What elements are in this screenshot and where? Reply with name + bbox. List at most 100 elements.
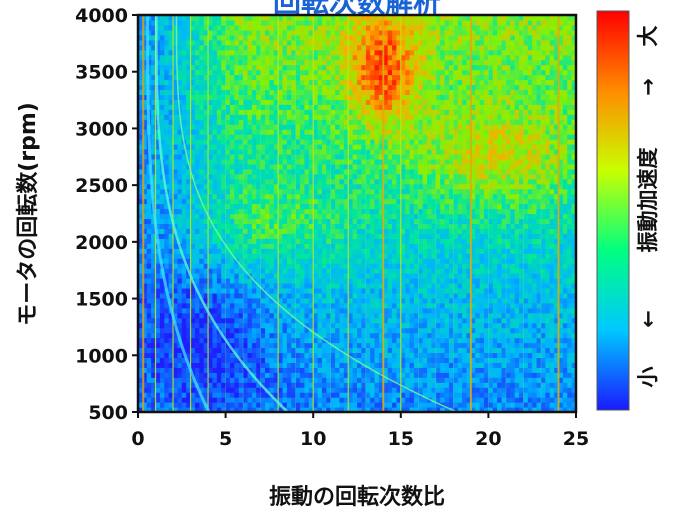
heatmap-cell: [348, 258, 354, 264]
heatmap-cell: [387, 263, 393, 269]
heatmap-cell: [383, 44, 389, 51]
heatmap-cell: [251, 392, 257, 398]
heatmap-cell: [313, 233, 319, 239]
heatmap-cell: [164, 114, 170, 120]
heatmap-cell: [194, 163, 200, 170]
heatmap-cell: [173, 15, 179, 21]
heatmap-cell: [352, 99, 358, 105]
heatmap-cell: [247, 397, 253, 403]
heatmap-cell: [225, 322, 231, 329]
heatmap-cell: [286, 119, 292, 125]
heatmap-cell: [317, 183, 323, 190]
heatmap-cell: [190, 203, 196, 210]
heatmap-cell: [212, 168, 218, 175]
heatmap-cell: [304, 208, 310, 215]
heatmap-cell: [357, 198, 362, 205]
heatmap-cell: [304, 287, 310, 294]
heatmap-cell: [194, 49, 200, 56]
heatmap-cell: [286, 382, 292, 388]
heatmap-cell: [405, 377, 411, 383]
heatmap-cell: [243, 119, 249, 125]
heatmap-cell: [400, 273, 406, 279]
heatmap-cell: [383, 302, 389, 309]
heatmap-cell: [365, 129, 371, 135]
heatmap-cell: [260, 129, 266, 135]
heatmap-cell: [343, 377, 349, 383]
heatmap-cell: [313, 357, 319, 363]
heatmap-cell: [330, 99, 336, 105]
heatmap-cell: [221, 317, 227, 324]
heatmap-cell: [164, 377, 170, 383]
heatmap-cell: [317, 44, 323, 51]
heatmap-cell: [282, 248, 288, 254]
heatmap-cell: [151, 148, 157, 155]
heatmap-cell: [339, 307, 345, 314]
heatmap-cell: [273, 258, 279, 264]
heatmap-cell: [177, 357, 183, 363]
heatmap-cell: [405, 287, 411, 294]
heatmap-cell: [317, 99, 323, 105]
heatmap-cell: [396, 223, 402, 229]
heatmap-cell: [321, 79, 327, 86]
heatmap-cell: [138, 44, 143, 51]
heatmap-cell: [243, 322, 249, 329]
heatmap-cell: [273, 287, 279, 294]
heatmap-cell: [282, 124, 288, 130]
heatmap-cell: [269, 49, 275, 56]
heatmap-cell: [409, 367, 415, 373]
heatmap-cell: [278, 248, 284, 254]
heatmap-cell: [387, 69, 393, 76]
heatmap-cell: [256, 243, 262, 249]
heatmap-cell: [265, 104, 270, 110]
heatmap-cell: [300, 163, 306, 170]
heatmap-cell: [181, 392, 187, 398]
heatmap-cell: [361, 228, 367, 234]
heatmap-cell: [234, 238, 240, 244]
heatmap-cell: [357, 15, 362, 21]
heatmap-cell: [291, 178, 297, 185]
heatmap-cell: [405, 124, 411, 130]
heatmap-cell: [278, 253, 284, 259]
heatmap-cell: [396, 158, 402, 165]
heatmap-cell: [212, 352, 218, 359]
heatmap-cell: [260, 183, 266, 190]
heatmap-cell: [199, 134, 205, 140]
heatmap-cell: [357, 253, 362, 259]
heatmap-cell: [234, 407, 240, 412]
heatmap-cell: [317, 124, 323, 130]
heatmap-cell: [326, 15, 332, 21]
heatmap-cell: [396, 248, 402, 254]
heatmap-cell: [138, 362, 143, 368]
heatmap-cell: [335, 327, 341, 334]
heatmap-cell: [330, 377, 336, 383]
heatmap-cell: [335, 203, 341, 210]
heatmap-cell: [365, 287, 371, 294]
heatmap-cell: [409, 278, 415, 284]
heatmap-cell: [273, 327, 279, 334]
heatmap-cell: [317, 129, 323, 135]
heatmap-cell: [181, 114, 187, 120]
heatmap-cell: [186, 263, 192, 269]
heatmap-cell: [291, 19, 297, 26]
heatmap-cell: [348, 312, 354, 319]
heatmap-cell: [295, 139, 301, 145]
heatmap-cell: [194, 317, 200, 324]
heatmap-cell: [317, 352, 323, 359]
heatmap-cell: [212, 292, 218, 299]
heatmap-cell: [269, 342, 275, 349]
heatmap-cell: [361, 327, 367, 334]
heatmap-cell: [374, 39, 380, 46]
heatmap-cell: [335, 387, 341, 393]
heatmap-cell: [173, 278, 179, 284]
heatmap-cell: [177, 188, 183, 195]
heatmap-cell: [247, 407, 253, 412]
heatmap-cell: [370, 193, 376, 200]
heatmap-cell: [317, 139, 323, 145]
heatmap-cell: [304, 362, 310, 368]
heatmap-cell: [234, 183, 240, 190]
heatmap-cell: [142, 392, 148, 398]
heatmap-cell: [387, 153, 393, 160]
heatmap-cell: [330, 178, 336, 185]
heatmap-cell: [260, 278, 266, 284]
heatmap-cell: [168, 317, 174, 324]
